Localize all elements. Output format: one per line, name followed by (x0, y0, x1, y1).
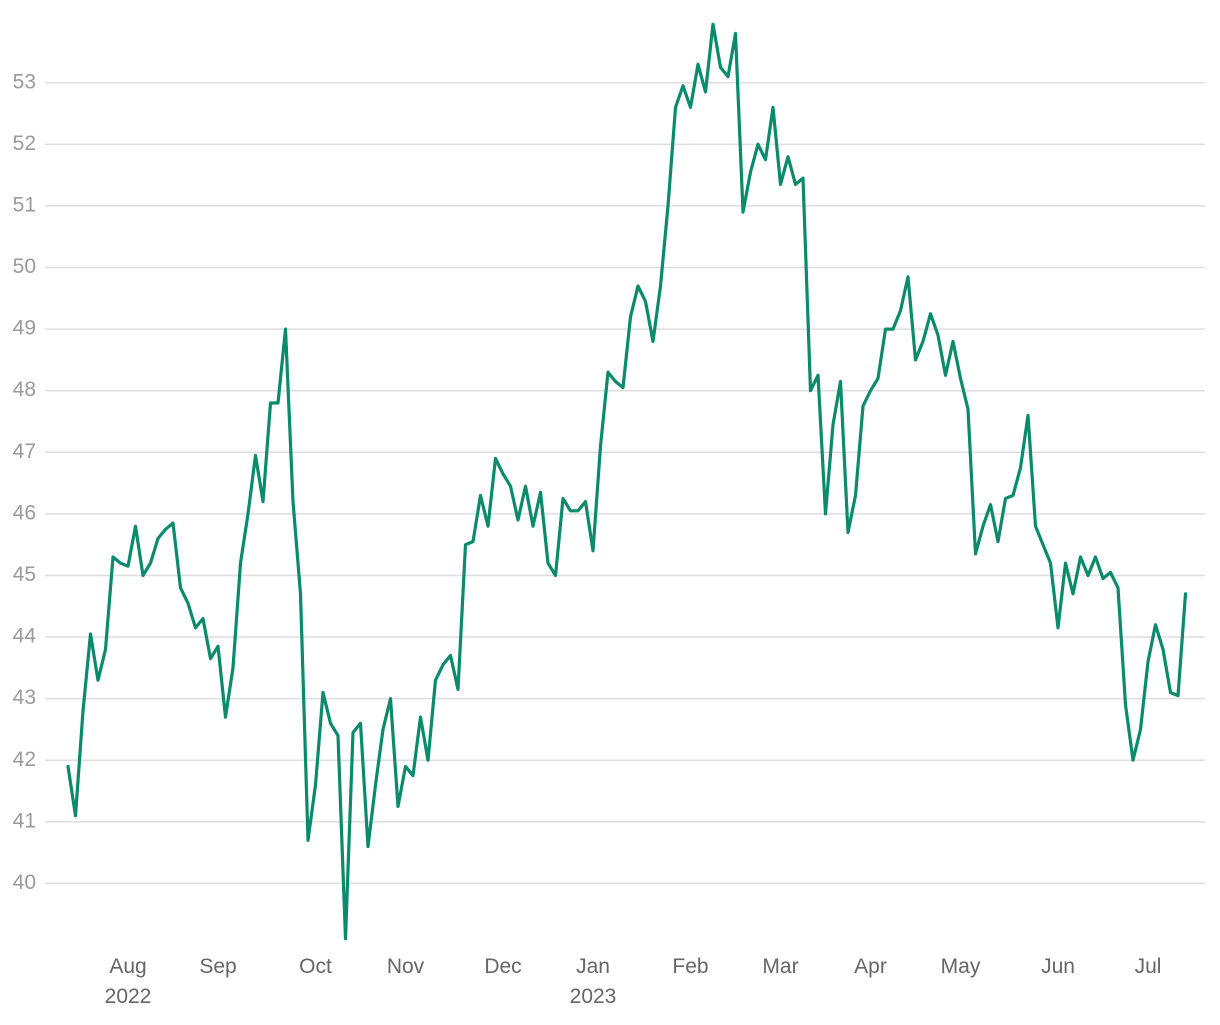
x-tick-label: Jul (1135, 955, 1162, 978)
x-tick-label: Jan (576, 955, 610, 978)
y-tick-label: 43 (13, 686, 36, 709)
y-tick-label: 42 (13, 748, 36, 771)
y-tick-label: 53 (13, 70, 36, 93)
x-tick-label: Nov (387, 955, 425, 978)
y-tick-label: 48 (13, 378, 36, 401)
y-tick-label: 45 (13, 563, 36, 586)
y-tick-label: 47 (13, 440, 36, 463)
y-tick-label: 40 (13, 871, 36, 894)
y-tick-label: 49 (13, 317, 36, 340)
y-tick-label: 52 (13, 132, 36, 155)
x-tick-label: Dec (484, 955, 521, 978)
price-line (66, 22, 1188, 941)
y-tick-label: 46 (13, 501, 36, 524)
x-tick-label: Mar (762, 955, 798, 978)
y-tick-label: 44 (13, 625, 37, 648)
x-tick-label: Jun (1041, 955, 1075, 978)
x-tick-label: May (941, 955, 981, 978)
x-tick-label: Oct (299, 955, 332, 978)
x-tick-year: 2023 (570, 985, 617, 1008)
x-tick-label: Sep (199, 955, 236, 978)
y-tick-label: 50 (13, 255, 36, 278)
x-tick-label: Aug (109, 955, 146, 978)
y-tick-label: 41 (13, 809, 36, 832)
x-tick-year: 2022 (105, 985, 152, 1008)
x-tick-label: Feb (672, 955, 708, 978)
y-tick-label: 51 (13, 193, 36, 216)
x-tick-label: Apr (854, 955, 887, 978)
